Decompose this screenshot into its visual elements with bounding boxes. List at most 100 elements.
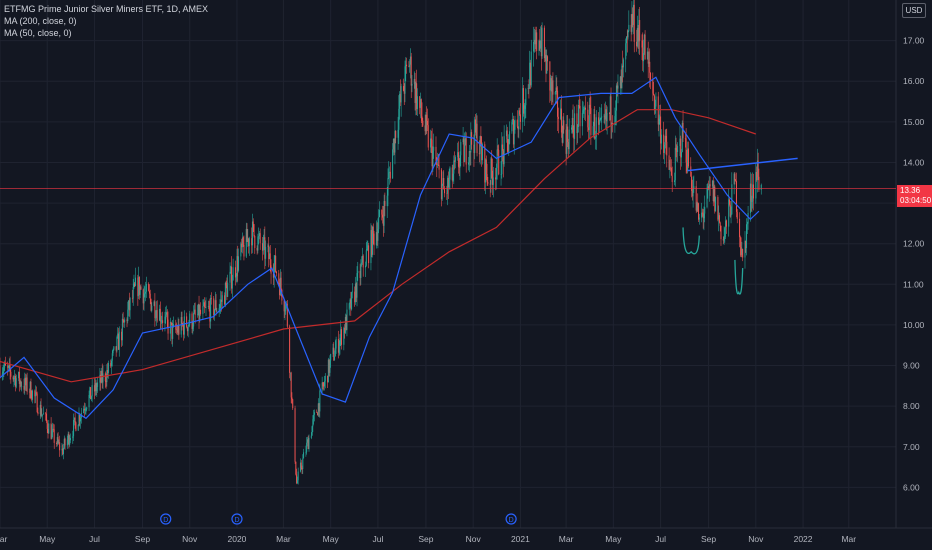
pattern-arc [682,227,700,255]
candle-body [189,313,191,325]
candle-body [533,39,535,43]
candle-body [378,217,380,230]
candle-body [67,433,69,440]
candle-body [376,232,378,241]
candle-body [416,83,418,110]
candle-body [162,320,164,324]
candle-body [53,429,55,443]
ma200-legend[interactable]: MA (200, close, 0) [4,16,77,26]
candle-body [666,141,668,156]
candle-body [491,158,493,171]
candle-body [457,152,459,158]
candle-body [2,371,4,374]
candle-body [571,117,573,128]
candle-body [42,413,44,415]
candle-body [306,442,308,452]
candle-body [142,289,144,304]
candle-body [476,123,478,154]
candle-body [224,282,226,305]
candle-body [692,188,694,197]
candle-body [465,138,467,165]
candle-body [243,244,245,257]
candle-body [72,436,74,439]
candle-body [316,412,318,413]
candle-body [176,329,178,331]
candle-body [203,302,205,307]
ma50-legend[interactable]: MA (50, close, 0) [4,28,72,38]
candle-body [322,382,324,387]
candle-body [392,139,394,150]
candle-body [405,64,407,67]
candle-body [509,131,511,144]
candle-body [549,61,551,91]
candle-body [730,214,732,217]
candle-body [12,376,14,380]
candle-body [15,378,17,387]
candle-body [307,439,309,450]
candle-body [706,187,708,208]
candle-body [480,136,482,147]
candle-body [283,300,285,312]
candle-body [258,233,260,237]
x-tick-label: Nov [748,534,764,544]
candle-body [371,230,373,255]
candle-body [153,301,155,306]
candle-body [758,176,760,190]
candle-body [311,426,313,436]
candle-body [138,276,140,295]
candle-body [588,104,590,131]
candle-body [154,301,156,319]
candle-body [605,109,607,122]
candle-body [415,83,417,103]
candle-body [626,36,628,38]
candle-body [73,419,75,437]
candle-body [56,437,58,444]
candle-body [444,189,446,194]
candle-body [59,442,61,451]
candle-body [344,316,346,333]
candle-body [177,324,179,333]
candle-body [285,304,287,311]
candle-body [438,165,440,170]
candle-body [446,193,448,194]
candle-body [9,364,11,372]
candle-body [265,246,267,259]
candle-body [118,331,120,350]
candle-body [268,253,270,260]
candle-body [626,36,628,44]
candle-body [48,423,50,434]
candle-body [736,211,738,219]
symbol-title[interactable]: ETFMG Prime Junior Silver Miners ETF, 1D… [4,4,209,14]
candle-body [25,377,27,386]
candle-body [660,116,662,144]
candle-body [306,439,308,443]
candle-body [637,27,639,42]
candle-body [245,228,247,257]
candle-body [579,105,581,127]
candle-body [568,129,570,150]
candle-body [23,385,25,390]
candle-body [84,410,86,411]
candle-body [528,88,530,89]
candle-body [760,184,762,190]
candle-body [601,116,603,118]
candle-body [426,120,428,126]
candle-body [145,283,147,292]
candle-body [519,110,521,115]
candle-body [134,283,136,286]
candle-body [679,138,681,147]
candle-body [598,117,600,125]
candle-body [604,115,606,120]
candle-body [523,88,525,114]
dividend-marker-icon [505,513,517,525]
candle-body [625,43,627,60]
candle-body [280,277,282,290]
candle-body [1,373,3,377]
candle-body [205,306,207,308]
candle-body [100,374,102,383]
candle-body [373,233,375,246]
candle-body [746,224,748,249]
currency-label[interactable]: USD [902,3,926,18]
candle-body [527,88,529,90]
